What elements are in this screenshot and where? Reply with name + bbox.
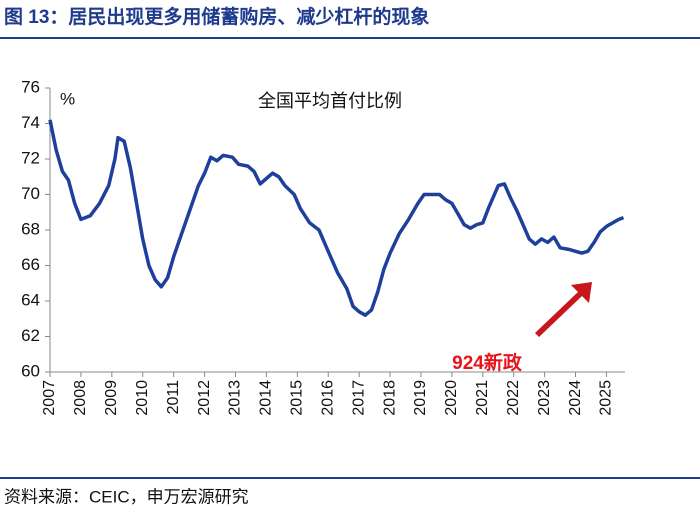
x-tick-label: 2025: [598, 380, 615, 416]
x-tick-label: 2023: [536, 380, 553, 416]
y-tick-label: 70: [21, 184, 40, 203]
source: 资料来源：CEIC，申万宏源研究: [4, 487, 249, 506]
x-tick-label: 2022: [505, 380, 522, 416]
x-tick-label: 2021: [474, 380, 491, 416]
x-tick-label: 2015: [289, 380, 306, 416]
x-tick-label: 2020: [443, 380, 460, 416]
figure-title: 图 13：居民出现更多用储蓄购房、减少杠杆的现象: [4, 5, 429, 28]
y-tick-label: 62: [21, 326, 40, 345]
x-tick-label: 2014: [258, 380, 275, 416]
x-tick-label: 2012: [196, 380, 213, 416]
y-tick-label: 74: [21, 113, 40, 132]
x-tick-label: 2008: [72, 380, 89, 416]
x-tick-label: 2024: [567, 380, 584, 416]
x-tick-label: 2011: [165, 380, 182, 415]
x-tick-label: 2007: [41, 380, 58, 416]
x-tick-label: 2017: [350, 380, 367, 416]
chart-title: 全国平均首付比例: [258, 91, 402, 111]
arrow: [535, 282, 592, 337]
x-tick-label: 2013: [227, 380, 244, 416]
data-line: [48, 119, 625, 317]
y-tick-label: 68: [21, 219, 40, 238]
x-tick-label: 2018: [381, 380, 398, 416]
x-tick-label: 2010: [134, 380, 151, 416]
y-tick-label: 66: [21, 255, 40, 274]
y-tick-label: 60: [21, 361, 40, 380]
annotation: 924新政: [452, 351, 523, 374]
x-tick-label: 2019: [412, 380, 429, 416]
y-unit: %: [60, 89, 75, 108]
y-tick-label: 64: [21, 290, 40, 309]
y-tick-label: 72: [21, 148, 40, 167]
x-tick-label: 2016: [319, 380, 336, 416]
y-tick-label: 76: [21, 77, 40, 96]
x-tick-label: 2009: [103, 380, 120, 416]
